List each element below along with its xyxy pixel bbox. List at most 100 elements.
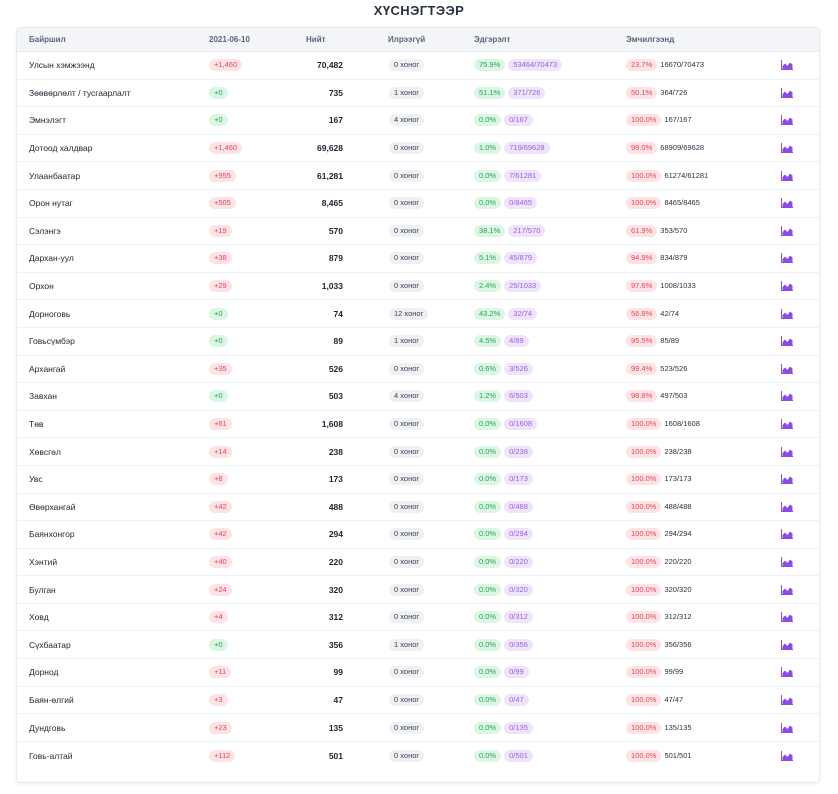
table-row[interactable]: Ховд +4 312 0 хоног 0.0% 0/312 100.0% 312/…: [17, 604, 819, 632]
area-chart-icon[interactable]: [781, 419, 793, 430]
header-location[interactable]: Байршил: [29, 35, 66, 44]
header-date[interactable]: 2021-06-10: [209, 35, 250, 44]
recovered-percent: 0.0%: [474, 693, 502, 706]
area-chart-icon[interactable]: [781, 225, 793, 236]
total-cases: 526: [328, 363, 343, 374]
treatment-cell: 94.9% 834/879: [626, 252, 687, 265]
area-chart-icon[interactable]: [781, 667, 793, 678]
treatment-percent: 100.0%: [626, 555, 662, 568]
table-row[interactable]: Зөөвөрлөлт / тусгаарлалт +0 735 1 хоног …: [17, 80, 819, 108]
area-chart-icon[interactable]: [781, 694, 793, 705]
header-treatment[interactable]: Эмчилгээнд: [626, 35, 675, 44]
area-chart-icon[interactable]: [781, 556, 793, 567]
area-chart-icon[interactable]: [781, 501, 793, 512]
treatment-percent: 100.0%: [626, 445, 662, 458]
area-chart-icon[interactable]: [781, 612, 793, 623]
area-chart-icon[interactable]: [781, 722, 793, 733]
days-without-cases: 12 хоног: [389, 307, 429, 320]
table-row[interactable]: Баянхонгор +42 294 0 хоног 0.0% 0/294 100…: [17, 521, 819, 549]
area-chart-icon[interactable]: [781, 474, 793, 485]
area-chart-icon[interactable]: [781, 336, 793, 347]
days-without-cases: 0 хоног: [389, 362, 425, 375]
table-row[interactable]: Говь-алтай +112 501 0 хоног 0.0% 0/501 10…: [17, 742, 819, 770]
location-name: Дотоод халдвар: [29, 143, 93, 154]
days-without-cases: 0 хоног: [389, 749, 425, 762]
area-chart-icon[interactable]: [781, 143, 793, 154]
area-chart-icon[interactable]: [781, 750, 793, 761]
table-row[interactable]: Увс +8 173 0 хоног 0.0% 0/173 100.0% 173/1…: [17, 466, 819, 494]
header-no-new[interactable]: Илрээгүй: [388, 35, 426, 44]
table-row[interactable]: Хөвсгөл +14 238 0 хоног 0.0% 0/238 100.0%…: [17, 438, 819, 466]
area-chart-icon[interactable]: [781, 281, 793, 292]
recovered-cell: 1.0% 719/69628: [474, 142, 550, 155]
table-row[interactable]: Төв +61 1,608 0 хоног 0.0% 0/1608 100.0% 1…: [17, 411, 819, 439]
table-row[interactable]: Улсын хэмжээнд +1,460 70,482 0 хоног 75.…: [17, 52, 819, 80]
table-row[interactable]: Дорноговь +0 74 12 хоног 43.2% 32/74 56.8…: [17, 300, 819, 328]
area-chart-icon[interactable]: [781, 198, 793, 209]
treatment-fraction: 167/167: [664, 115, 692, 125]
recovered-percent: 0.0%: [474, 197, 502, 210]
area-chart-icon[interactable]: [781, 363, 793, 374]
table-row[interactable]: Дотоод халдвар +1,460 69,628 0 хоног 1.0…: [17, 135, 819, 163]
total-cases: 312: [328, 612, 343, 623]
treatment-cell: 100.0% 220/220: [626, 555, 692, 568]
new-cases-badge: +505: [209, 197, 236, 210]
area-chart-icon[interactable]: [781, 391, 793, 402]
table-row[interactable]: Орхон +29 1,033 0 хоног 2.4% 25/1033 97.6…: [17, 273, 819, 301]
recovered-fraction: 53464/70473: [508, 59, 563, 72]
location-name: Дундговь: [29, 722, 66, 733]
treatment-percent: 95.5%: [626, 335, 658, 348]
table-row[interactable]: Дундговь +23 135 0 хоног 0.0% 0/135 100.0…: [17, 714, 819, 742]
area-chart-icon[interactable]: [781, 87, 793, 98]
table-row[interactable]: Дорнод +11 99 0 хоног 0.0% 0/99 100.0% 99/…: [17, 659, 819, 687]
new-cases-badge: +38: [209, 252, 232, 265]
table-row[interactable]: Сэлэнгэ +19 570 0 хоног 38.1% 217/570 61.…: [17, 218, 819, 246]
table-row[interactable]: Булган +24 320 0 хоног 0.0% 0/320 100.0% 3…: [17, 576, 819, 604]
location-name: Сүхбаатар: [29, 639, 71, 650]
new-cases-badge: +3: [209, 693, 228, 706]
area-chart-icon[interactable]: [781, 639, 793, 650]
area-chart-icon[interactable]: [781, 446, 793, 457]
total-cases: 220: [328, 556, 343, 567]
area-chart-icon[interactable]: [781, 253, 793, 264]
new-cases-badge: +955: [209, 169, 236, 182]
treatment-cell: 100.0% 312/312: [626, 611, 692, 624]
recovered-percent: 2.4%: [474, 280, 502, 293]
area-chart-icon[interactable]: [781, 584, 793, 595]
table-row[interactable]: Орон нутаг +505 8,465 0 хоног 0.0% 0/8465…: [17, 190, 819, 218]
area-chart-icon[interactable]: [781, 115, 793, 126]
area-chart-icon[interactable]: [781, 60, 793, 71]
table-row[interactable]: Завхан +0 503 4 хоног 1.2% 6/503 98.8% 497…: [17, 383, 819, 411]
header-recovered[interactable]: Эдгэрэлт: [474, 35, 511, 44]
area-chart-icon[interactable]: [781, 308, 793, 319]
table-row[interactable]: Улаанбаатар +955 61,281 0 хоног 0.0% 7/61…: [17, 162, 819, 190]
new-cases-badge: +61: [209, 418, 232, 431]
total-cases: 879: [328, 253, 343, 264]
area-chart-icon[interactable]: [781, 529, 793, 540]
treatment-cell: 97.6% 1008/1033: [626, 280, 696, 293]
table-row[interactable]: Дархан-уул +38 879 0 хоног 5.1% 45/879 94…: [17, 245, 819, 273]
new-cases-badge: +40: [209, 555, 232, 568]
treatment-fraction: 501/501: [664, 750, 692, 760]
table-row[interactable]: Өвөрхангай +42 488 0 хоног 0.0% 0/488 100…: [17, 494, 819, 522]
total-cases: 1,608: [321, 419, 343, 430]
new-cases-badge: +4: [209, 611, 228, 624]
treatment-fraction: 356/356: [664, 639, 692, 649]
area-chart-icon[interactable]: [781, 170, 793, 181]
recovered-cell: 38.1% 217/570: [474, 224, 546, 237]
days-without-cases: 0 хоног: [389, 500, 425, 513]
treatment-cell: 50.1% 364/726: [626, 86, 687, 99]
recovered-fraction: 0/320: [504, 583, 533, 596]
table-row[interactable]: Архангай +35 526 0 хоног 0.6% 3/526 99.4%…: [17, 356, 819, 384]
table-row[interactable]: Баян-өлгий +3 47 0 хоног 0.0% 0/47 100.0%…: [17, 687, 819, 715]
days-without-cases: 0 хоног: [389, 142, 425, 155]
table-row[interactable]: Сүхбаатар +0 356 1 хоног 0.0% 0/356 100.0…: [17, 631, 819, 660]
table-row[interactable]: Хэнтий +40 220 0 хоног 0.0% 0/220 100.0% 2…: [17, 549, 819, 577]
treatment-fraction: 1608/1608: [664, 419, 700, 429]
header-total[interactable]: Нийт: [306, 35, 326, 44]
location-name: Ховд: [29, 612, 49, 623]
recovered-cell: 0.0% 0/320: [474, 583, 533, 596]
table-row[interactable]: Эмнэлэгт +0 167 4 хоног 0.0% 0/167 100.0%…: [17, 107, 819, 135]
total-cases: 356: [328, 639, 343, 650]
table-row[interactable]: Говьсүмбэр +0 89 1 хоног 4.5% 4/89 95.5% 8…: [17, 328, 819, 356]
